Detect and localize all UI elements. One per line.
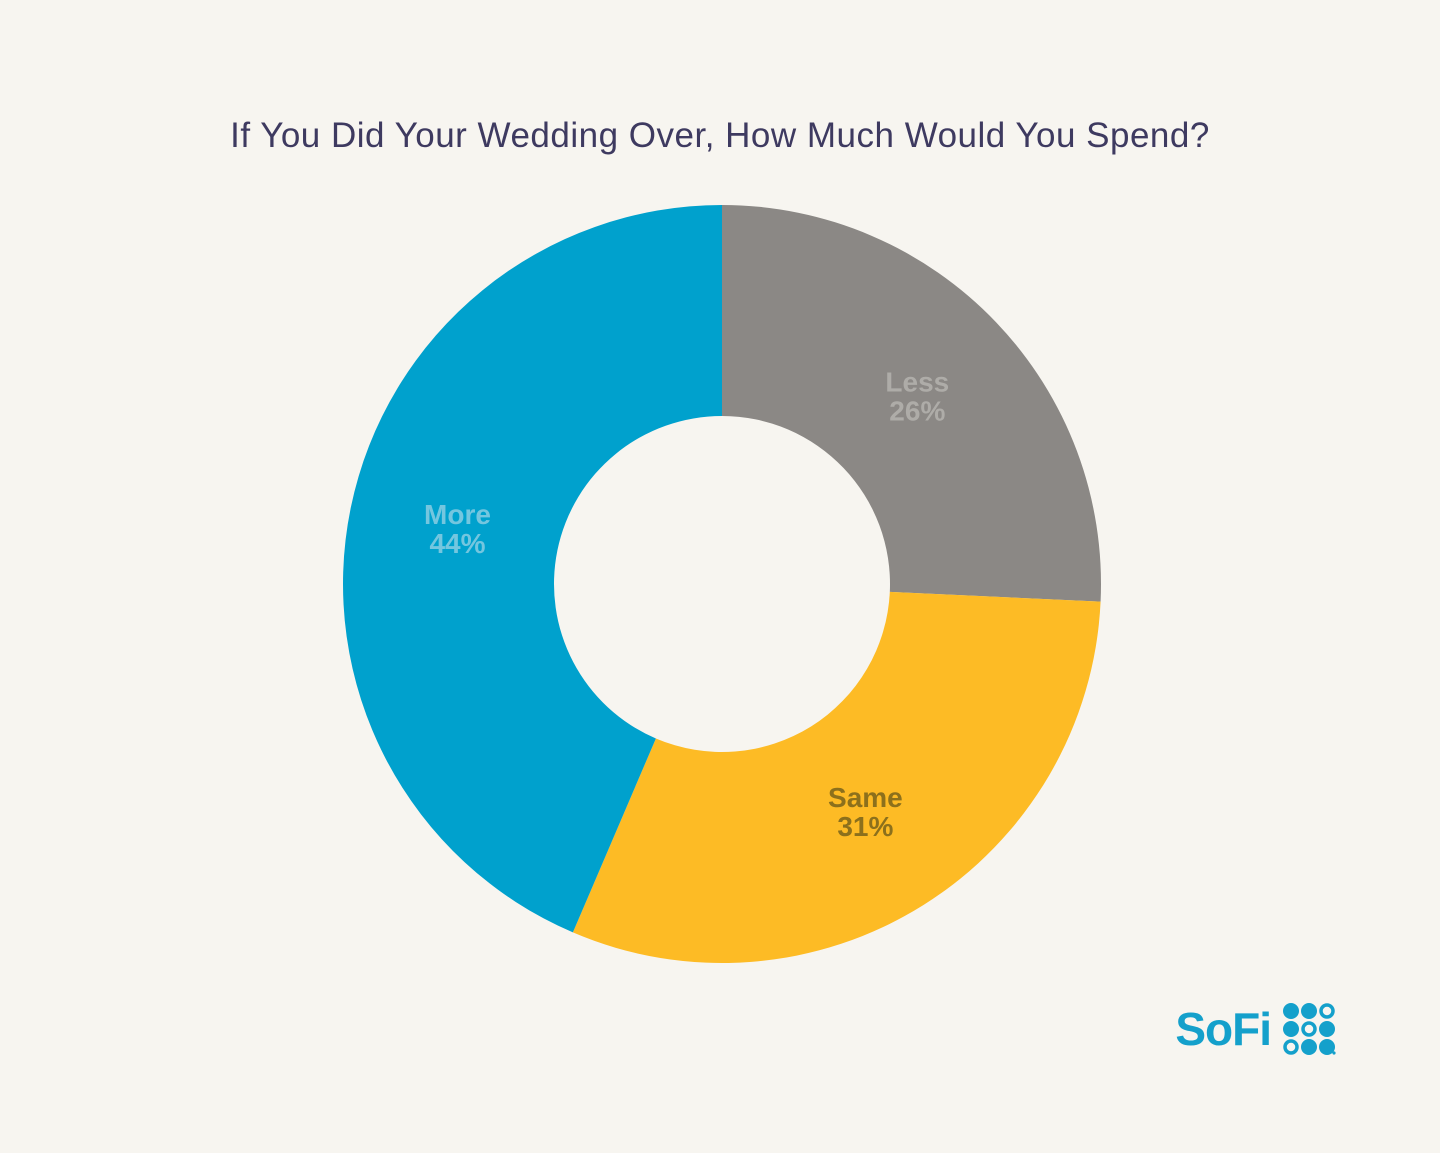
chart-title: If You Did Your Wedding Over, How Much W… xyxy=(230,116,1210,155)
donut-chart-svg: Less 26% Same 31% More 44% xyxy=(342,205,1101,963)
donut-segment-less xyxy=(722,205,1101,602)
segment-label-same: Same 31% xyxy=(828,782,903,842)
logo-grid-dot xyxy=(1283,1021,1299,1037)
logo-grid-dot xyxy=(1319,1003,1335,1019)
logo-grid-dot xyxy=(1301,1039,1317,1055)
sofi-logo-text: SoFi xyxy=(1175,1003,1272,1055)
sofi-logo-grid-icon xyxy=(1283,1003,1336,1055)
logo-grid-dot xyxy=(1301,1003,1317,1019)
segment-label-less: Less 26% xyxy=(885,367,949,427)
sofi-logo: SoFi xyxy=(1175,1002,1336,1056)
logo-grid-dot xyxy=(1319,1021,1335,1037)
segment-label-more: More 44% xyxy=(424,499,491,559)
logo-trademark-dot xyxy=(1332,1051,1336,1055)
logo-grid-dot xyxy=(1283,1039,1299,1055)
donut-segment-more xyxy=(342,205,722,933)
logo-grid-dot xyxy=(1301,1021,1317,1037)
donut-chart: Less 26% Same 31% More 44% xyxy=(322,184,1122,984)
logo-grid-dot xyxy=(1319,1039,1335,1055)
donut-segment-same xyxy=(572,591,1101,963)
logo-grid-dot xyxy=(1283,1003,1299,1019)
